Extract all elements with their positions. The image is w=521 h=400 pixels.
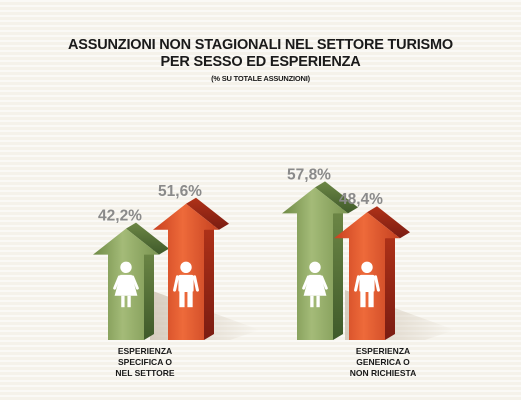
female-icon [113,261,139,308]
male-icon [354,261,380,308]
category-label-generic-experience: ESPERIENZA GENERICA O NON RICHIESTA [328,346,438,379]
chart-subtitle: (% SU TOTALE ASSUNZIONI) [211,74,310,83]
category-label-specific-experience: ESPERIENZA SPECIFICA O NEL SETTORE [90,346,200,379]
value-label: 42,2% [98,208,142,225]
value-label: 57,8% [287,166,331,183]
female-icon [302,261,328,308]
value-label: 51,6% [158,183,202,200]
category-label-line: SPECIFICA O [118,357,172,367]
category-label-line: NEL SETTORE [115,368,175,378]
value-label: 48,4% [339,191,383,208]
value-labels: 42,2% 57,8% 51,6% 48,4% [98,166,383,224]
chart-title-line-1: ASSUNZIONI NON STAGIONALI NEL SETTORE TU… [68,37,453,53]
chart-title-line-2: PER SESSO ED ESPERIENZA [160,54,361,70]
category-label-line: ESPERIENZA [355,346,411,356]
female-bar-1 [93,222,169,340]
female-bar-2 [282,181,358,340]
male-bar-1 [153,197,229,340]
male-bar-2 [334,206,410,340]
male-icon [173,261,199,308]
category-label-line: NON RICHIESTA [349,368,417,378]
category-label-line: ESPERIENZA [117,346,173,356]
category-label-line: GENERICA O [356,357,410,367]
bars [93,181,410,340]
